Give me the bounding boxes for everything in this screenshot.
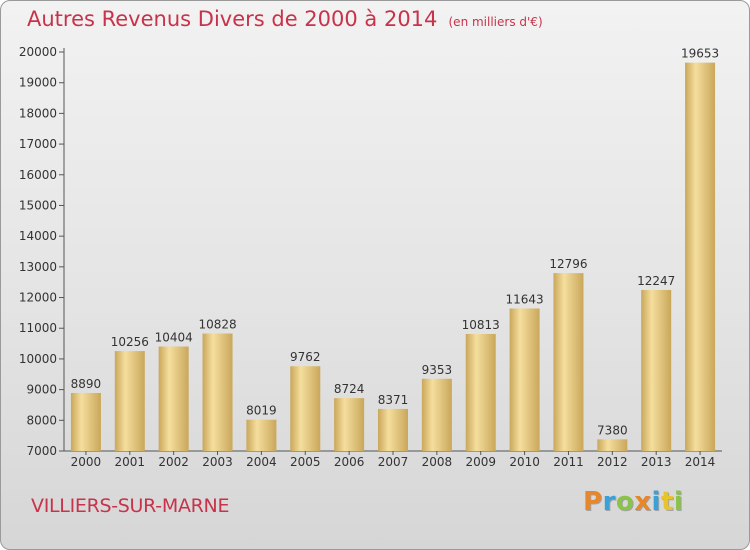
bar [421,378,452,451]
x-tick-label: 2014 [685,455,716,469]
data-label: 10813 [462,318,500,332]
logo-letter: r [602,487,616,517]
data-label: 9353 [422,363,453,377]
x-tick-label: 2011 [553,455,584,469]
bar [597,439,628,451]
bar [114,351,145,451]
x-tick-label: 2006 [334,455,365,469]
bar [70,392,101,451]
x-tick-label: 2012 [597,455,628,469]
y-tick-label: 10000 [19,352,57,366]
data-label: 19653 [681,47,719,61]
x-tick-label: 2001 [115,455,146,469]
bar [334,398,365,451]
x-tick-label: 2007 [378,455,409,469]
y-tick-label: 16000 [19,168,57,182]
chart-title: Autres Revenus Divers de 2000 à 2014 [27,7,438,31]
y-tick-label: 19000 [19,76,57,90]
data-label: 8890 [71,377,102,391]
y-tick-label: 7000 [26,444,57,458]
x-tick-label: 2004 [246,455,277,469]
x-tick-label: 2010 [509,455,540,469]
logo-letter: P [583,487,603,517]
x-tick-label: 2009 [465,455,496,469]
logo-letter: t [660,487,674,517]
x-tick-label: 2003 [202,455,233,469]
y-tick-label: 12000 [19,291,57,305]
x-tick-label: 2008 [422,455,453,469]
data-label: 10256 [111,335,149,349]
y-tick-label: 13000 [19,260,57,274]
bar [641,289,672,451]
y-tick-label: 14000 [19,229,57,243]
data-label: 10828 [198,318,236,332]
bar [685,62,716,451]
y-tick-label: 20000 [19,45,57,59]
data-label: 8019 [246,404,277,418]
logo-letter: i [673,487,684,517]
x-tick-label: 2005 [290,455,321,469]
bar [378,408,408,451]
data-label: 7380 [597,423,628,437]
data-label: 11643 [506,292,544,306]
y-tick-label: 8000 [26,413,57,427]
x-tick-label: 2002 [158,455,189,469]
y-tick-label: 15000 [19,198,57,212]
logo-letter: x [634,487,652,517]
data-label: 12247 [637,274,675,288]
data-label: 10404 [155,331,193,345]
data-label: 8371 [378,393,409,407]
bar [509,308,540,451]
logo-letter: o [615,487,635,517]
bar [553,273,584,451]
logo-letter: i [651,487,661,517]
y-tick-label: 17000 [19,137,57,151]
y-tick-label: 11000 [19,321,57,335]
bar [202,333,233,451]
city-name: VILLIERS-SUR-MARNE [31,495,230,517]
data-label: 12796 [549,257,587,271]
x-tick-label: 2013 [641,455,672,469]
x-tick-label: 2000 [71,455,102,469]
bar [246,419,277,451]
bar [465,333,496,451]
bar [158,346,189,451]
data-label: 8724 [334,382,365,396]
y-tick-label: 18000 [19,106,57,120]
bar [290,366,321,451]
y-tick-label: 9000 [26,383,57,397]
title-block: Autres Revenus Divers de 2000 à 2014 (en… [27,7,543,31]
proxiti-logo: Proxiti [583,487,683,517]
chart-subtitle: (en milliers d'€) [448,15,543,29]
data-label: 9762 [290,350,321,364]
